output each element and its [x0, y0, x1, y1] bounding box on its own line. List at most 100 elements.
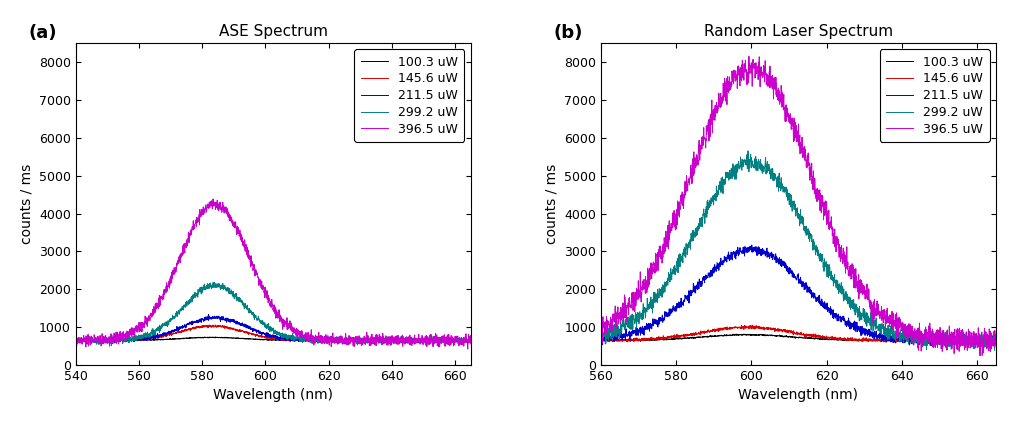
396.5 uW — [864, 298, 877, 303]
Y-axis label: counts / ms: counts / ms — [545, 164, 558, 244]
Line: 145.6 uW: 145.6 uW — [76, 325, 471, 342]
145.6 uW — [70, 339, 82, 344]
100.3 uW — [70, 338, 82, 343]
Line: 145.6 uW: 145.6 uW — [601, 325, 996, 343]
100.3 uW — [864, 338, 877, 343]
211.5 uW — [594, 338, 607, 343]
211.5 uW — [202, 312, 214, 317]
145.6 uW — [262, 336, 274, 341]
211.5 uW — [262, 332, 274, 337]
Line: 100.3 uW: 100.3 uW — [601, 334, 996, 341]
396.5 uW — [262, 296, 274, 302]
145.6 uW — [594, 337, 607, 342]
145.6 uW — [864, 336, 877, 341]
145.6 uW — [209, 322, 221, 327]
145.6 uW — [381, 338, 393, 343]
100.3 uW — [381, 338, 393, 343]
100.3 uW — [199, 334, 211, 340]
299.2 uW — [262, 327, 274, 332]
Legend: 100.3 uW, 145.6 uW, 211.5 uW, 299.2 uW, 396.5 uW: 100.3 uW, 145.6 uW, 211.5 uW, 299.2 uW, … — [355, 49, 464, 142]
396.5 uW — [756, 70, 768, 75]
Line: 299.2 uW: 299.2 uW — [76, 282, 471, 346]
299.2 uW — [381, 337, 393, 342]
100.3 uW — [758, 333, 770, 338]
396.5 uW — [381, 337, 393, 342]
100.3 uW — [252, 337, 264, 342]
299.2 uW — [90, 338, 102, 343]
145.6 uW — [465, 337, 477, 343]
Title: Random Laser Spectrum: Random Laser Spectrum — [704, 24, 893, 39]
100.3 uW — [966, 339, 978, 344]
211.5 uW — [936, 344, 948, 349]
396.5 uW — [462, 346, 474, 352]
396.5 uW — [252, 273, 264, 278]
396.5 uW — [465, 341, 477, 346]
X-axis label: Wavelength (nm): Wavelength (nm) — [213, 388, 334, 403]
299.2 uW — [453, 339, 465, 344]
299.2 uW — [990, 336, 1002, 341]
396.5 uW — [207, 197, 219, 202]
145.6 uW — [746, 323, 758, 328]
100.3 uW — [756, 332, 768, 337]
299.2 uW — [454, 340, 466, 345]
Y-axis label: counts / ms: counts / ms — [19, 164, 33, 244]
145.6 uW — [252, 334, 264, 339]
299.2 uW — [594, 330, 607, 335]
145.6 uW — [758, 326, 770, 331]
Line: 396.5 uW: 396.5 uW — [601, 56, 996, 356]
211.5 uW — [864, 331, 877, 337]
396.5 uW — [758, 70, 770, 76]
396.5 uW — [743, 54, 755, 59]
Title: ASE Spectrum: ASE Spectrum — [218, 24, 328, 39]
299.2 uW — [465, 339, 477, 344]
145.6 uW — [756, 326, 768, 331]
211.5 uW — [756, 246, 768, 251]
Line: 396.5 uW: 396.5 uW — [76, 199, 471, 349]
396.5 uW — [743, 76, 755, 81]
299.2 uW — [105, 343, 117, 348]
396.5 uW — [70, 336, 82, 341]
100.3 uW — [990, 338, 1002, 343]
211.5 uW — [465, 338, 477, 343]
396.5 uW — [90, 339, 102, 344]
100.3 uW — [459, 338, 471, 343]
299.2 uW — [989, 348, 1001, 353]
145.6 uW — [985, 340, 997, 346]
145.6 uW — [103, 340, 115, 345]
211.5 uW — [90, 338, 102, 343]
100.3 uW — [453, 338, 465, 343]
100.3 uW — [262, 337, 274, 343]
100.3 uW — [453, 338, 465, 343]
211.5 uW — [381, 338, 393, 343]
211.5 uW — [453, 337, 465, 342]
211.5 uW — [679, 294, 692, 299]
299.2 uW — [742, 148, 754, 153]
396.5 uW — [453, 336, 465, 341]
299.2 uW — [252, 318, 264, 323]
211.5 uW — [70, 339, 82, 344]
Legend: 100.3 uW, 145.6 uW, 211.5 uW, 299.2 uW, 396.5 uW: 100.3 uW, 145.6 uW, 211.5 uW, 299.2 uW, … — [880, 49, 990, 142]
396.5 uW — [990, 328, 1002, 334]
211.5 uW — [618, 335, 630, 340]
299.2 uW — [743, 169, 755, 175]
145.6 uW — [618, 337, 630, 343]
211.5 uW — [252, 328, 264, 334]
211.5 uW — [990, 334, 1002, 339]
X-axis label: Wavelength (nm): Wavelength (nm) — [738, 388, 858, 403]
Line: 299.2 uW: 299.2 uW — [601, 151, 996, 350]
145.6 uW — [90, 338, 102, 343]
299.2 uW — [70, 340, 82, 345]
299.2 uW — [864, 317, 877, 322]
145.6 uW — [453, 338, 465, 343]
211.5 uW — [107, 341, 119, 346]
145.6 uW — [990, 338, 1002, 343]
299.2 uW — [208, 280, 220, 285]
145.6 uW — [743, 324, 755, 329]
145.6 uW — [454, 338, 466, 343]
211.5 uW — [454, 339, 466, 344]
Text: (b): (b) — [554, 24, 583, 42]
299.2 uW — [679, 251, 692, 256]
Line: 211.5 uW: 211.5 uW — [76, 314, 471, 344]
100.3 uW — [679, 336, 692, 341]
Line: 211.5 uW: 211.5 uW — [601, 245, 996, 346]
